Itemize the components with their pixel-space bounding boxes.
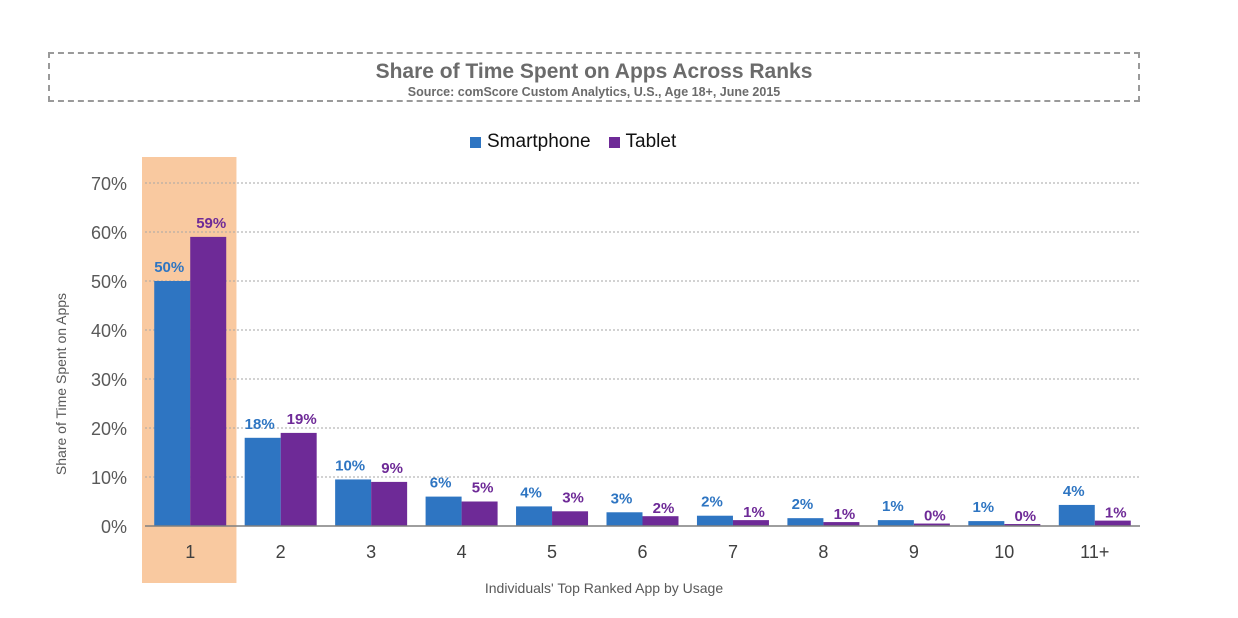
legend: Smartphone Tablet [470, 131, 694, 153]
y-tick-label: 20% [91, 419, 127, 439]
x-tick-label: 10 [994, 542, 1014, 562]
y-tick-label: 10% [91, 468, 127, 488]
bar-smartphone [425, 496, 462, 526]
chart-title-box: Share of Time Spent on Apps Across Ranks… [48, 52, 1140, 102]
bar-smartphone [335, 479, 372, 526]
x-tick-label: 4 [457, 542, 467, 562]
x-tick-label: 9 [909, 542, 919, 562]
bar-smartphone [516, 506, 553, 526]
data-label-tablet: 1% [743, 504, 765, 521]
data-label-tablet: 1% [1105, 505, 1127, 522]
legend-swatch-smartphone [470, 136, 481, 148]
bar-tablet [280, 432, 317, 526]
bar-tablet [371, 481, 408, 526]
bar-tablet [642, 516, 679, 526]
bar-smartphone [606, 512, 643, 526]
data-label-tablet: 0% [924, 508, 946, 525]
data-label-tablet: 5% [472, 480, 494, 497]
legend-label-tablet: Tablet [625, 131, 677, 152]
bar-tablet [913, 523, 950, 526]
x-tick-label: 8 [818, 542, 828, 562]
bar-smartphone [154, 281, 191, 526]
legend-item-smartphone: Smartphone [470, 131, 591, 153]
data-label-smartphone: 50% [154, 259, 184, 276]
bar-smartphone [787, 518, 824, 526]
bar-tablet [461, 501, 498, 526]
y-axis-title: Share of Time Spent on Apps [53, 293, 69, 475]
data-label-smartphone: 6% [430, 475, 452, 492]
data-label-smartphone: 1% [882, 498, 904, 515]
x-axis-title: Individuals' Top Ranked App by Usage [485, 580, 723, 596]
data-label-tablet: 19% [287, 411, 317, 428]
data-label-tablet: 59% [196, 215, 226, 232]
data-label-tablet: 9% [381, 460, 403, 477]
bar-smartphone [1058, 504, 1095, 526]
data-label-tablet: 3% [562, 489, 584, 506]
bar-tablet [552, 511, 589, 526]
legend-item-tablet: Tablet [608, 131, 677, 153]
legend-label-smartphone: Smartphone [487, 131, 591, 152]
chart-title: Share of Time Spent on Apps Across Ranks [375, 60, 813, 83]
bar-tablet [823, 522, 860, 526]
x-tick-label: 2 [276, 542, 286, 562]
data-label-tablet: 0% [1014, 508, 1036, 525]
bar-smartphone [877, 520, 914, 526]
x-tick-label: 7 [728, 542, 738, 562]
bar-tablet [1004, 524, 1041, 526]
data-label-smartphone: 4% [1063, 483, 1085, 500]
bar-tablet [1094, 520, 1131, 526]
bar-tablet [190, 236, 227, 526]
data-label-smartphone: 4% [520, 484, 542, 501]
y-tick-label: 0% [101, 517, 127, 537]
y-tick-label: 40% [91, 321, 127, 341]
x-tick-label: 3 [366, 542, 376, 562]
x-tick-label: 5 [547, 542, 557, 562]
chart-subtitle: Source: comScore Custom Analytics, U.S.,… [407, 85, 781, 99]
x-tick-label: 6 [637, 542, 647, 562]
x-tick-label: 11+ [1080, 542, 1109, 562]
y-tick-label: 30% [91, 370, 127, 390]
data-label-tablet: 2% [653, 500, 675, 517]
data-label-smartphone: 18% [245, 416, 275, 433]
data-label-smartphone: 3% [611, 490, 633, 507]
bar-tablet [732, 520, 769, 526]
data-label-tablet: 1% [834, 506, 856, 523]
bar-smartphone [696, 515, 733, 526]
bar-smartphone [968, 521, 1005, 526]
y-tick-label: 60% [91, 223, 127, 243]
bar-smartphone [244, 437, 281, 526]
data-label-smartphone: 1% [972, 499, 994, 516]
data-label-smartphone: 2% [792, 496, 814, 513]
data-label-smartphone: 2% [701, 494, 723, 511]
y-tick-label: 50% [91, 272, 127, 292]
y-tick-label: 70% [91, 174, 127, 194]
data-label-smartphone: 10% [335, 457, 365, 474]
x-tick-label: 1 [185, 542, 195, 562]
legend-swatch-tablet [608, 136, 620, 148]
